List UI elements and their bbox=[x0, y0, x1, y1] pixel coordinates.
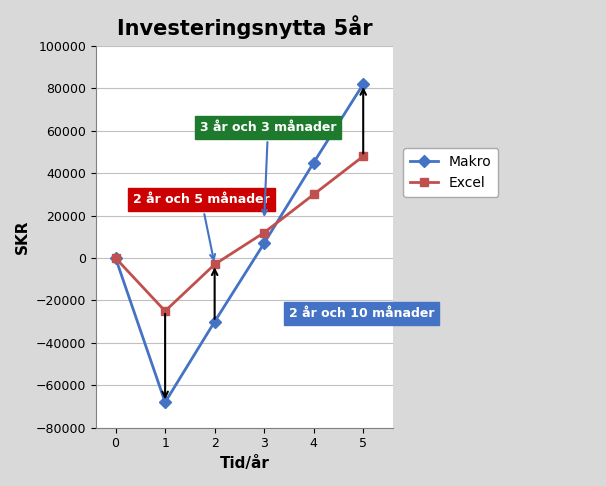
Makro bbox=[310, 160, 318, 166]
Makro bbox=[161, 399, 168, 405]
Line: Excel: Excel bbox=[112, 152, 367, 315]
Excel bbox=[161, 308, 168, 314]
Makro bbox=[112, 255, 119, 261]
Text: 2 år och 5 månader: 2 år och 5 månader bbox=[133, 193, 270, 260]
Legend: Makro, Excel: Makro, Excel bbox=[403, 148, 498, 197]
Excel bbox=[310, 191, 318, 197]
Text: 3 år och 3 månader: 3 år och 3 månader bbox=[200, 121, 336, 215]
Excel bbox=[211, 261, 218, 267]
Line: Makro: Makro bbox=[112, 80, 367, 406]
Makro bbox=[211, 319, 218, 325]
Title: Investeringsnytta 5år: Investeringsnytta 5år bbox=[116, 15, 372, 39]
Excel bbox=[261, 230, 268, 236]
Makro bbox=[359, 81, 367, 87]
X-axis label: Tid/år: Tid/år bbox=[219, 456, 269, 471]
Y-axis label: SKR: SKR bbox=[15, 220, 30, 254]
Excel bbox=[112, 255, 119, 261]
Excel bbox=[359, 153, 367, 159]
Text: 2 år och 10 månader: 2 år och 10 månader bbox=[289, 308, 435, 320]
Makro bbox=[261, 240, 268, 246]
